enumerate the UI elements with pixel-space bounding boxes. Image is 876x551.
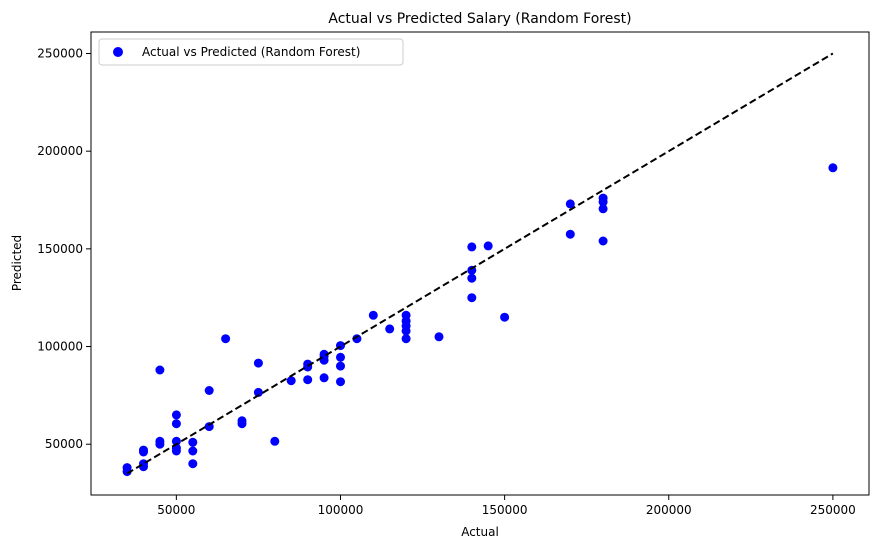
data-point xyxy=(171,436,181,446)
data-point xyxy=(434,332,444,342)
data-point xyxy=(188,437,198,447)
x-tick-label: 200000 xyxy=(646,503,692,517)
data-point xyxy=(319,373,329,383)
data-point xyxy=(122,463,132,473)
x-tick-label: 100000 xyxy=(318,503,364,517)
data-point xyxy=(237,416,247,426)
data-point xyxy=(467,242,477,252)
data-point xyxy=(139,459,148,469)
data-point xyxy=(303,359,313,369)
data-point xyxy=(598,204,608,214)
data-point xyxy=(253,387,263,397)
data-point xyxy=(270,436,280,446)
x-axis-label: Actual xyxy=(461,525,499,539)
data-point xyxy=(401,334,411,344)
y-tick-label: 200000 xyxy=(37,144,83,158)
data-point xyxy=(598,193,608,203)
data-point xyxy=(171,419,181,429)
data-point xyxy=(385,324,395,334)
legend-label: Actual vs Predicted (Random Forest) xyxy=(142,45,360,59)
data-point xyxy=(336,352,345,362)
data-point xyxy=(336,361,345,371)
data-point xyxy=(188,446,198,456)
x-axis-ticks: 50000 100000 150000 200000 250000 xyxy=(157,495,856,517)
data-point xyxy=(188,459,198,469)
data-point xyxy=(286,376,296,386)
data-point xyxy=(598,236,608,246)
legend-box xyxy=(98,38,404,66)
data-point xyxy=(155,365,165,375)
data-point xyxy=(401,310,411,320)
data-point xyxy=(139,445,148,455)
identity-reference-line xyxy=(126,52,834,475)
plot-frame xyxy=(90,31,870,496)
data-point xyxy=(828,163,838,173)
y-tick-label: 250000 xyxy=(37,46,83,60)
y-axis-ticks: 50000 100000 150000 200000 250000 xyxy=(37,46,91,451)
data-point xyxy=(253,358,263,368)
data-point xyxy=(155,436,165,446)
data-point xyxy=(303,375,313,385)
data-point xyxy=(467,293,477,303)
data-point xyxy=(565,199,575,209)
data-point xyxy=(204,386,214,395)
data-point xyxy=(500,312,510,322)
data-point xyxy=(565,229,575,239)
x-tick-label: 150000 xyxy=(482,503,528,517)
data-point xyxy=(221,334,231,344)
y-tick-label: 150000 xyxy=(37,242,83,256)
x-tick-label: 250000 xyxy=(810,503,856,517)
y-tick-label: 100000 xyxy=(37,340,83,354)
data-point xyxy=(467,273,477,283)
legend-marker xyxy=(113,47,123,57)
chart-title: Actual vs Predicted Salary (Random Fores… xyxy=(328,11,631,27)
x-tick-label: 50000 xyxy=(157,503,195,517)
y-axis-label: Predicted xyxy=(10,235,24,291)
data-point xyxy=(336,377,345,387)
data-point xyxy=(483,241,493,251)
data-points xyxy=(122,163,838,477)
y-tick-label: 50000 xyxy=(45,437,83,451)
legend: Actual vs Predicted (Random Forest) xyxy=(98,38,404,66)
data-point xyxy=(368,310,378,320)
data-point xyxy=(171,410,181,420)
reference-line xyxy=(126,52,834,475)
